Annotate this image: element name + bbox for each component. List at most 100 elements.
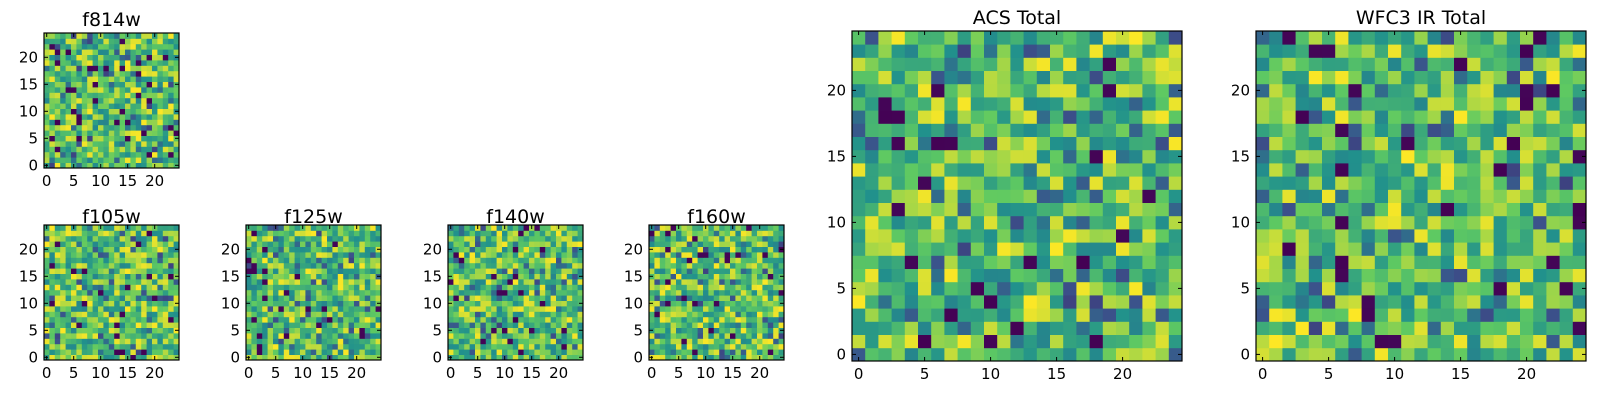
heatmap-cell [168, 343, 174, 350]
heatmap-cell [676, 230, 682, 237]
heatmap-cell [289, 354, 295, 361]
heatmap-cell [103, 246, 110, 253]
heatmap-cell [294, 306, 301, 312]
heatmap-cell [1454, 215, 1468, 230]
heatmap-cell [512, 343, 519, 350]
heatmap-cell [98, 70, 104, 77]
heatmap-cell [735, 284, 742, 291]
heatmap-cell [944, 110, 958, 124]
heatmap-cell [92, 225, 99, 231]
heatmap-cell [665, 225, 671, 231]
heatmap-cell [343, 241, 349, 247]
heatmap-cell [512, 306, 519, 312]
heatmap-cell [108, 103, 115, 109]
heatmap-cell [507, 230, 514, 237]
heatmap-cell [1559, 97, 1574, 111]
heatmap-cell [135, 327, 142, 334]
heatmap-cell [1440, 242, 1455, 256]
heatmap-cell [491, 268, 497, 274]
heatmap-cell [1295, 44, 1310, 58]
heatmap-cell [146, 97, 153, 104]
heatmap-cell [343, 262, 349, 269]
heatmap-cell [305, 333, 312, 339]
heatmap-cell [534, 322, 541, 328]
heatmap-cell [119, 135, 126, 142]
heatmap-cell [572, 327, 578, 334]
heatmap-cell [997, 70, 1011, 85]
heatmap-cell [359, 327, 366, 334]
heatmap-cell [1168, 110, 1183, 124]
heatmap-cell [1102, 70, 1117, 85]
heatmap-cell [480, 284, 487, 291]
heatmap-cell [71, 76, 77, 82]
heatmap-cell [891, 308, 906, 322]
heatmap-cell [676, 262, 682, 269]
heatmap-cell [957, 149, 972, 164]
heatmap-cell [1401, 242, 1415, 256]
heatmap-cell [1322, 255, 1336, 269]
heatmap-cell [130, 343, 137, 350]
heatmap-cell [534, 333, 541, 339]
heatmap-cell [81, 70, 88, 77]
heatmap-cell [92, 81, 99, 88]
heatmap-cell [262, 268, 268, 274]
heatmap-cell [162, 241, 169, 247]
heatmap-cell [262, 322, 268, 328]
heatmap-cell [294, 262, 301, 269]
heatmap-cell [1348, 44, 1362, 58]
heatmap-cell [751, 235, 758, 242]
heatmap-cell [997, 202, 1011, 217]
heatmap-cell [316, 225, 322, 231]
heatmap-cell [87, 257, 93, 264]
heatmap-cell [1155, 123, 1170, 137]
heatmap-cell [49, 343, 56, 350]
heatmap-cell [152, 87, 158, 93]
heatmap-cell [665, 230, 671, 237]
heatmap-cell [54, 92, 61, 99]
heatmap-cell [1050, 229, 1064, 243]
heatmap-cell [71, 252, 77, 258]
heatmap-cell [256, 225, 263, 231]
heatmap-cell [246, 322, 252, 328]
heatmap-cell [60, 338, 66, 345]
heatmap-cell [518, 322, 524, 328]
heatmap-cell [984, 229, 998, 243]
heatmap-cell [676, 246, 682, 253]
heatmap-cell [1520, 123, 1534, 137]
heatmap-cell [146, 135, 153, 142]
heatmap-cell [1063, 321, 1077, 335]
heatmap-cell [957, 123, 972, 137]
heatmap-cell [49, 268, 56, 274]
heatmap-cell [103, 60, 110, 66]
heatmap-cell [757, 316, 763, 323]
heatmap-cell [458, 246, 465, 253]
heatmap-cell [310, 257, 317, 264]
heatmap-cell [1467, 202, 1481, 217]
heatmap-cell [904, 321, 919, 335]
heatmap-cell [751, 262, 758, 269]
heatmap-cell [152, 257, 158, 264]
heatmap-cell [152, 306, 158, 312]
heatmap-cell [1506, 44, 1521, 58]
heatmap-cell [1546, 57, 1560, 71]
heatmap-cell [730, 311, 736, 318]
heatmap-cell [730, 349, 736, 355]
heatmap-cell [1493, 308, 1508, 322]
heatmap-cell [931, 268, 945, 283]
heatmap-cell [81, 327, 88, 334]
heatmap-cell [1089, 308, 1104, 322]
heatmap-cell [1129, 295, 1143, 309]
heatmap-cell [1361, 44, 1376, 58]
heatmap-cell [130, 279, 137, 285]
heatmap-cell [502, 333, 508, 339]
heatmap-cell [162, 316, 169, 323]
heatmap-cell [1269, 83, 1283, 98]
heatmap-cell [918, 308, 932, 322]
heatmap-cell [1480, 136, 1494, 151]
heatmap-cell [337, 343, 344, 350]
heatmap-cell [119, 33, 126, 39]
heatmap-cell [130, 316, 137, 323]
heatmap-cell [735, 300, 742, 307]
heatmap-cell [65, 311, 72, 318]
heatmap-cell [251, 241, 258, 247]
